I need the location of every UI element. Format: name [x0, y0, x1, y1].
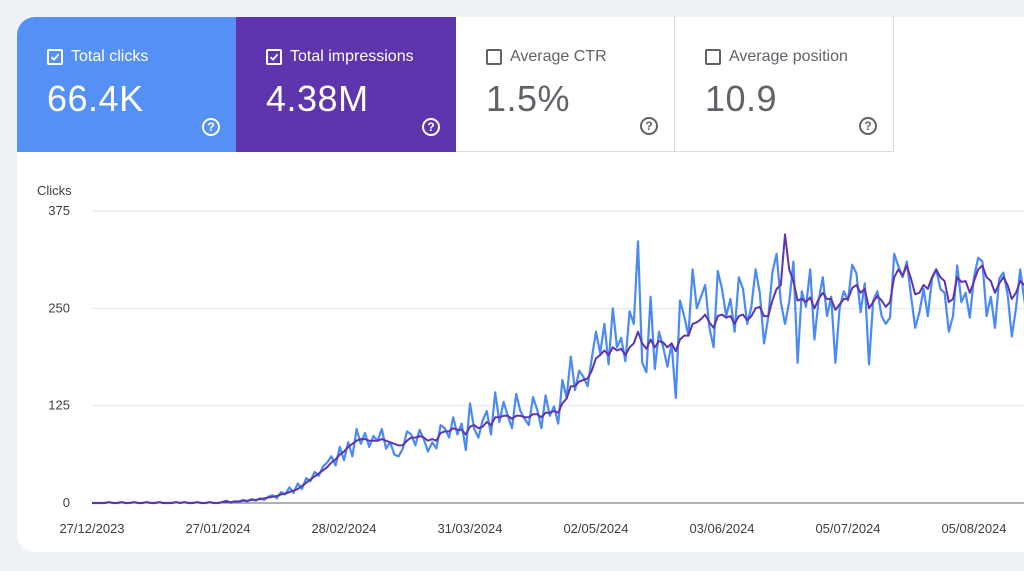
- metric-tiles: Total clicks 66.4K ? Total impressions 4…: [17, 17, 1024, 152]
- series-line-impressions: [92, 233, 1024, 504]
- x-tick-label: 05/08/2024: [941, 521, 1006, 536]
- metric-tile-average-position[interactable]: Average position 10.9 ?: [675, 17, 894, 152]
- series-line-clicks: [92, 240, 1024, 505]
- x-tick-label: 27/12/2023: [59, 521, 124, 536]
- y-tick-labels: 0 125 250 375: [48, 203, 70, 510]
- help-icon[interactable]: ?: [859, 117, 877, 135]
- x-tick-labels: 27/12/2023 27/01/2024 28/02/2024 31/03/2024…: [59, 521, 1006, 536]
- x-tick-label: 28/02/2024: [311, 521, 376, 536]
- metric-tile-total-impressions[interactable]: Total impressions 4.38M ?: [236, 17, 456, 152]
- y-axis-label: Clicks: [37, 183, 72, 198]
- metric-tile-average-ctr[interactable]: Average CTR 1.5% ?: [456, 17, 675, 152]
- metric-label: Total impressions: [290, 48, 414, 65]
- y-tick-label: 125: [48, 398, 70, 413]
- metric-value: 1.5%: [486, 78, 571, 119]
- x-tick-label: 27/01/2024: [185, 521, 250, 536]
- y-tick-label: 250: [48, 300, 70, 315]
- metric-value: 10.9: [705, 78, 778, 119]
- help-icon[interactable]: ?: [202, 118, 220, 136]
- metric-label: Average position: [729, 48, 848, 65]
- help-icon[interactable]: ?: [422, 118, 440, 136]
- metric-label: Total clicks: [71, 48, 149, 65]
- checkbox-icon[interactable]: [266, 49, 282, 65]
- x-tick-label: 05/07/2024: [815, 521, 880, 536]
- chart-svg: Clicks 0 125 250 375 27/12/2023 27/01/2024 28…: [37, 183, 1024, 536]
- metric-value: 66.4K: [47, 78, 144, 119]
- y-tick-label: 375: [48, 203, 70, 218]
- metric-value: 4.38M: [266, 78, 369, 119]
- checkbox-icon[interactable]: [486, 49, 502, 65]
- x-tick-label: 02/05/2024: [563, 521, 628, 536]
- checkbox-icon[interactable]: [47, 49, 63, 65]
- performance-card: Total clicks 66.4K ? Total impressions 4…: [17, 17, 1024, 552]
- checkbox-icon[interactable]: [705, 49, 721, 65]
- metric-label: Average CTR: [510, 48, 607, 65]
- x-tick-label: 03/06/2024: [689, 521, 754, 536]
- x-tick-label: 31/03/2024: [437, 521, 502, 536]
- clicks-chart: Clicks 0 125 250 375 27/12/2023 27/01/2024 28…: [17, 167, 1024, 552]
- series-lines: [92, 233, 1024, 505]
- help-icon[interactable]: ?: [640, 117, 658, 135]
- y-tick-label: 0: [63, 495, 70, 510]
- grid-lines: [92, 210, 1024, 504]
- metric-tile-total-clicks[interactable]: Total clicks 66.4K ?: [17, 17, 236, 152]
